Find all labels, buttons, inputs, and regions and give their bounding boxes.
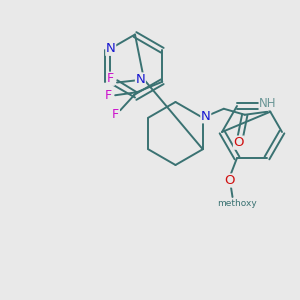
- Text: N: N: [201, 110, 211, 123]
- Text: N: N: [136, 73, 145, 86]
- Text: F: F: [105, 89, 112, 102]
- Text: methoxy: methoxy: [217, 199, 257, 208]
- Text: F: F: [112, 108, 119, 121]
- Text: N: N: [106, 42, 116, 55]
- Text: O: O: [233, 136, 244, 149]
- Text: NH: NH: [259, 97, 277, 110]
- Text: O: O: [224, 174, 235, 187]
- Text: F: F: [107, 72, 114, 85]
